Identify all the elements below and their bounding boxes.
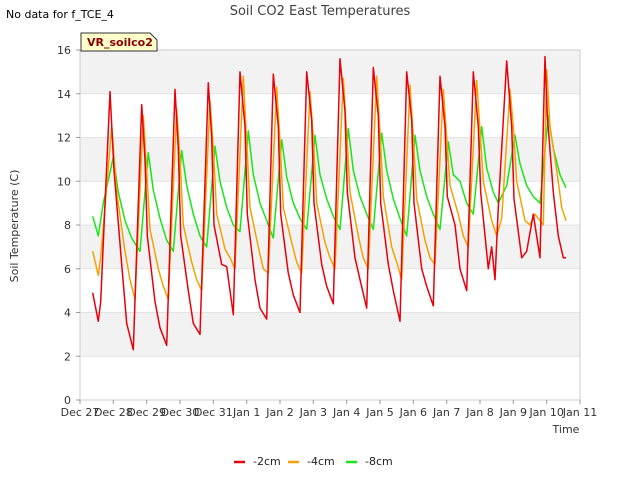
site-badge[interactable]: VR_soilco2 <box>80 32 158 52</box>
legend-item-8cm[interactable]: -8cm <box>346 455 393 468</box>
legend-label: -4cm <box>307 455 335 468</box>
x-axis-label: Time <box>552 423 580 436</box>
y-tick-label: 14 <box>57 88 71 101</box>
x-tick-label: Jan 10 <box>528 406 563 419</box>
x-tick-label: Dec 31 <box>194 406 233 419</box>
y-tick-label: 10 <box>57 175 71 188</box>
x-tick-label: Jan 1 <box>232 406 260 419</box>
y-tick-label: 16 <box>57 44 71 57</box>
legend-item-2cm[interactable]: -2cm <box>234 455 281 468</box>
grid-band <box>80 225 580 269</box>
badge-shape <box>80 32 158 52</box>
badge-label: VR_soilco2 <box>87 36 153 49</box>
y-tick-label: 8 <box>64 219 71 232</box>
legend: -2cm -4cm -8cm <box>234 455 393 468</box>
series-line-2cm <box>91 55 566 351</box>
x-tick-label: Dec 27 <box>61 406 100 419</box>
y-tick-labels: 0 2 4 6 8 10 12 14 16 <box>57 44 80 407</box>
x-tick-label: Jan 6 <box>399 406 427 419</box>
series-lines <box>91 55 567 351</box>
x-tick-label: Jan 7 <box>432 406 460 419</box>
series-line-8cm <box>91 114 567 253</box>
grid-band <box>80 137 580 182</box>
y-tick-label: 0 <box>64 394 71 407</box>
x-tick-label: Jan 11 <box>562 406 597 419</box>
x-tick-label: Dec 29 <box>127 406 166 419</box>
y-tick-label: 2 <box>64 350 71 363</box>
x-tick-label: Jan 2 <box>265 406 293 419</box>
no-data-note: No data for f_TCE_4 <box>6 8 114 21</box>
chart-title: Soil CO2 East Temperatures <box>230 4 411 19</box>
x-tick-label: Jan 9 <box>499 406 527 419</box>
grid-band <box>80 50 580 94</box>
legend-item-4cm[interactable]: -4cm <box>288 455 335 468</box>
grid-band <box>80 312 580 357</box>
y-tick-label: 4 <box>64 307 71 320</box>
y-tick-label: 6 <box>64 263 71 276</box>
x-tick-label: Dec 30 <box>161 406 200 419</box>
y-axis-label: Soil Temperature (C) <box>8 170 21 283</box>
x-tick-label: Jan 8 <box>465 406 493 419</box>
x-tick-label: Jan 5 <box>365 406 393 419</box>
x-tick-label: Jan 3 <box>299 406 327 419</box>
x-tick-label: Dec 28 <box>94 406 133 419</box>
y-tick-label: 12 <box>57 132 71 145</box>
legend-label: -8cm <box>365 455 393 468</box>
x-tick-label: Jan 4 <box>332 406 360 419</box>
legend-label: -2cm <box>253 455 281 468</box>
